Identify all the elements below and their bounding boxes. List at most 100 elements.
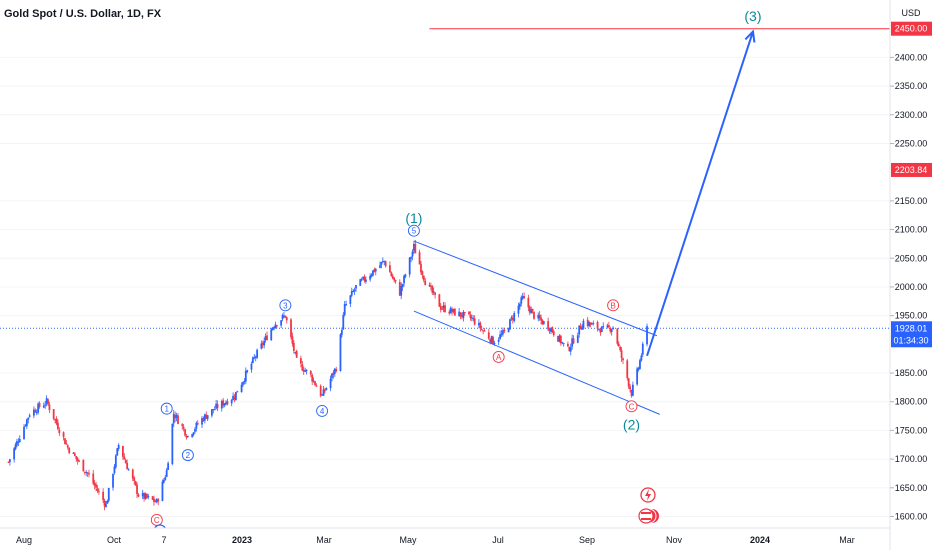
candle-body: [147, 496, 150, 498]
candle-body: [167, 463, 170, 470]
candle-body: [567, 343, 569, 347]
candle-body: [541, 320, 544, 325]
candle-body: [362, 276, 364, 279]
candle-body: [578, 325, 581, 335]
candle-body: [571, 338, 574, 347]
candle-body: [172, 413, 175, 424]
candle-body: [55, 418, 58, 424]
minor-wave-label: 3: [283, 301, 288, 310]
channel-lower-line[interactable]: [413, 310, 660, 415]
candle-body: [453, 308, 456, 316]
candle-body: [482, 330, 485, 332]
candle-body: [242, 381, 244, 385]
candle-body: [489, 339, 492, 343]
candle-body: [82, 459, 85, 472]
candle-body: [126, 462, 129, 470]
candle-body: [243, 381, 246, 383]
candle-body: [458, 311, 461, 317]
candle-body: [192, 432, 195, 435]
price-axis[interactable]: 2400.00 2350.00 2300.00 2250.00 2150.00 2100.…: [890, 52, 928, 522]
candle-body: [27, 417, 30, 420]
candle-body: [106, 500, 109, 504]
candle-body: [35, 412, 38, 414]
candle-body: [531, 308, 534, 312]
candle-body: [305, 369, 308, 372]
candle-body: [68, 448, 71, 453]
channel-upper-line[interactable]: [413, 240, 658, 337]
candle-body: [271, 327, 274, 330]
candle-body: [253, 357, 256, 359]
candle-body: [424, 280, 427, 286]
candle-body: [520, 297, 523, 304]
candle-body: [23, 426, 25, 439]
candle-body: [254, 356, 257, 358]
candle-body: [8, 459, 11, 463]
time-axis-background: [0, 528, 932, 550]
candle-body: [88, 473, 90, 475]
candle-body: [225, 402, 227, 405]
candle-body: [428, 285, 431, 287]
candle-body: [122, 445, 124, 457]
candle-body: [600, 326, 603, 332]
candle-body: [202, 418, 205, 421]
projection-arrow-line[interactable]: [646, 31, 754, 357]
candle-body: [606, 325, 609, 328]
candle-body: [639, 360, 641, 369]
candle-body: [186, 435, 189, 437]
candle-body: [155, 499, 158, 503]
candle-body: [355, 285, 357, 289]
candle-body: [410, 257, 412, 259]
candle-body: [194, 429, 196, 432]
candle-body: [230, 399, 233, 404]
candle-body: [461, 315, 463, 317]
minor-wave-circle: [407, 224, 420, 237]
lightning-icon[interactable]: [640, 487, 656, 503]
candle-body: [342, 314, 345, 330]
candle-body: [503, 329, 506, 332]
candle-body: [619, 346, 622, 351]
candle-body: [360, 279, 363, 281]
corrective-wave-label: C: [629, 402, 635, 411]
time-tick-label: Mar: [316, 535, 332, 545]
candle-body: [191, 434, 194, 437]
candle-body: [607, 325, 610, 328]
candle-body: [47, 399, 49, 405]
chart-title: Gold Spot / U.S. Dollar, 1D, FX: [4, 8, 162, 20]
candle-body: [212, 409, 215, 411]
candle-body: [431, 285, 434, 293]
time-tick-label: May: [399, 535, 417, 545]
candle-body: [400, 286, 403, 296]
minor-wave-label: 1: [164, 405, 169, 414]
currency-label[interactable]: USD: [901, 8, 921, 18]
price-tick-label: 2150.00: [895, 196, 928, 206]
candle-body: [244, 370, 247, 382]
candlestick-series: [7, 239, 648, 511]
candle-body: [540, 317, 542, 321]
candle-body: [521, 296, 524, 299]
candle-body: [38, 403, 41, 408]
candle-body: [215, 403, 218, 409]
candle-body: [314, 381, 316, 386]
candle-body: [487, 332, 490, 339]
candle-body: [518, 303, 521, 307]
candle-body: [490, 336, 493, 343]
major-wave-label: (3): [744, 8, 761, 24]
drawings-layer[interactable]: [413, 28, 890, 415]
candle-body: [309, 370, 312, 375]
candle-body: [602, 326, 605, 328]
candle-body: [250, 363, 253, 370]
candle-body: [95, 484, 97, 488]
candle-body: [92, 473, 95, 484]
candle-body: [434, 292, 437, 295]
candle-body: [117, 444, 120, 449]
candle-body: [364, 279, 367, 282]
candle-body: [408, 257, 411, 275]
time-axis[interactable]: Aug Oct 7 2023 Mar May Jul Sep Nov 2024 Mar: [16, 535, 855, 545]
candle-body: [552, 331, 555, 336]
candle-body: [256, 349, 259, 358]
candle-body: [72, 452, 75, 454]
candle-body: [302, 369, 305, 372]
candle-body: [370, 274, 373, 277]
candle-body: [559, 335, 562, 344]
